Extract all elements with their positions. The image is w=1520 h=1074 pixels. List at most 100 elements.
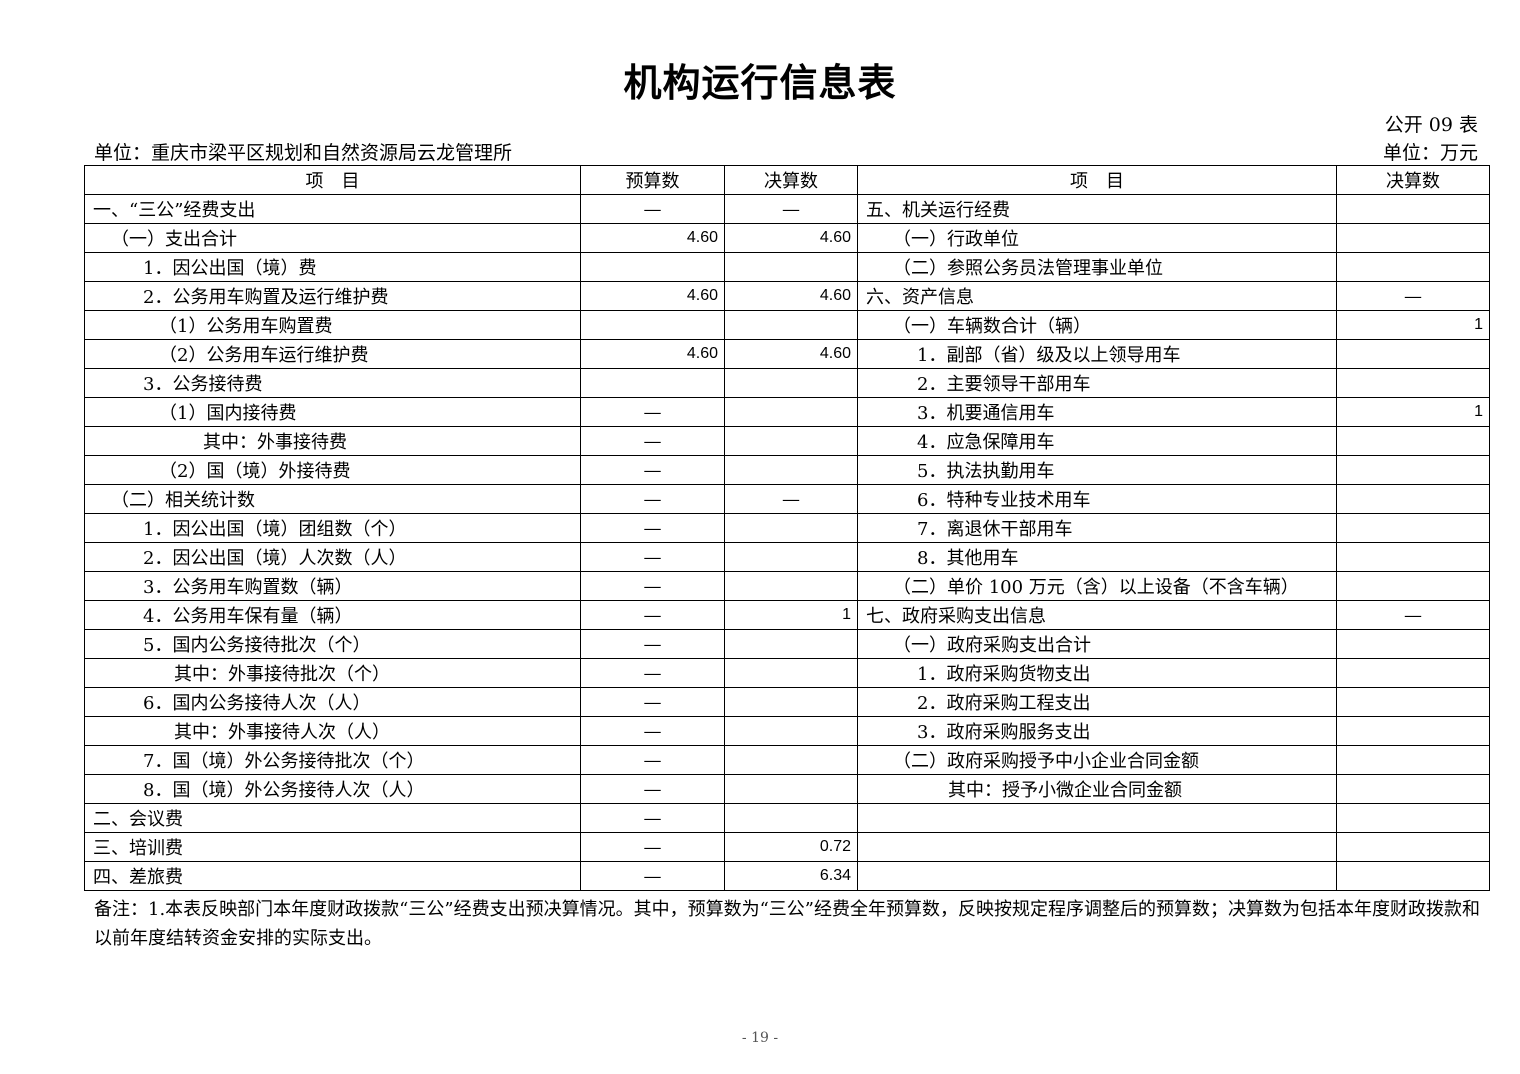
left-item-label: 一、“三公”经费支出 [84, 194, 581, 224]
table-code: 公开 09 表 [1384, 114, 1478, 136]
left-item-label: （2）公务用车运行维护费 [84, 339, 581, 369]
table-row: 1．因公出国（境）团组数（个） — 7．离退休干部用车 [84, 513, 1490, 543]
table-header-row: 项 目 预算数 决算数 项 目 决算数 [84, 165, 1490, 195]
table-row: 2．公务用车购置及运行维护费 4.60 4.60 六、资产信息 — [84, 281, 1490, 311]
table-row: 7．国（境）外公务接待批次（个） — （二）政府采购授予中小企业合同金额 [84, 745, 1490, 775]
left-final-value [724, 658, 858, 688]
left-final-value [724, 716, 858, 746]
left-item-label: 四、差旅费 [84, 861, 581, 891]
right-final-value [1336, 687, 1490, 717]
table-row: 一、“三公”经费支出 — — 五、机关运行经费 [84, 194, 1490, 224]
left-final-value [724, 426, 858, 456]
left-budget-value: — [580, 571, 725, 601]
left-final-value: — [724, 194, 858, 224]
left-final-value [724, 687, 858, 717]
left-budget-value: — [580, 426, 725, 456]
left-budget-value: — [580, 513, 725, 543]
right-item-label: 5．执法执勤用车 [857, 455, 1337, 485]
left-budget-value: — [580, 803, 725, 833]
right-item-label: 五、机关运行经费 [857, 194, 1337, 224]
left-budget-value: — [580, 861, 725, 891]
header-item-left: 项 目 [84, 165, 581, 195]
left-item-label: （2）国（境）外接待费 [84, 455, 581, 485]
right-final-value [1336, 542, 1490, 572]
right-final-value [1336, 571, 1490, 601]
left-budget-value [580, 368, 725, 398]
left-item-label: 2．公务用车购置及运行维护费 [84, 281, 581, 311]
left-final-value: 4.60 [724, 223, 858, 253]
left-budget-value: — [580, 455, 725, 485]
right-final-value: — [1336, 281, 1490, 311]
header-item-right: 项 目 [857, 165, 1337, 195]
right-final-value [1336, 484, 1490, 514]
right-item-label: 七、政府采购支出信息 [857, 600, 1337, 630]
left-item-label: 8．国（境）外公务接待人次（人） [84, 774, 581, 804]
right-item-label: （一）政府采购支出合计 [857, 629, 1337, 659]
right-final-value [1336, 716, 1490, 746]
table-row: （2）国（境）外接待费 — 5．执法执勤用车 [84, 455, 1490, 485]
right-final-value [1336, 832, 1490, 862]
left-item-label: 4．公务用车保有量（辆） [84, 600, 581, 630]
left-item-label: 其中：外事接待批次（个） [84, 658, 581, 688]
right-item-label: 7．离退休干部用车 [857, 513, 1337, 543]
table-row: 1．因公出国（境）费 （二）参照公务员法管理事业单位 [84, 252, 1490, 282]
left-budget-value [580, 252, 725, 282]
left-item-label: 7．国（境）外公务接待批次（个） [84, 745, 581, 775]
left-item-label: 1．因公出国（境）费 [84, 252, 581, 282]
table-row: 8．国（境）外公务接待人次（人） — 其中：授予小微企业合同金额 [84, 774, 1490, 804]
right-final-value [1336, 629, 1490, 659]
left-item-label: （1）公务用车购置费 [84, 310, 581, 340]
left-final-value [724, 745, 858, 775]
table-row: 三、培训费 —0.72 [84, 832, 1490, 862]
left-item-label: （一）支出合计 [84, 223, 581, 253]
table-row: 其中：外事接待费 — 4．应急保障用车 [84, 426, 1490, 456]
left-final-value [724, 803, 858, 833]
table-row: 4．公务用车保有量（辆） —1 七、政府采购支出信息 — [84, 600, 1490, 630]
left-item-label: 3．公务接待费 [84, 368, 581, 398]
right-final-value: 1 [1336, 310, 1490, 340]
right-item-label: （二）单价 100 万元（含）以上设备（不含车辆） [857, 571, 1337, 601]
right-final-value [1336, 745, 1490, 775]
left-budget-value: — [580, 745, 725, 775]
left-item-label: 2．因公出国（境）人次数（人） [84, 542, 581, 572]
left-budget-value: — [580, 774, 725, 804]
left-item-label: 二、会议费 [84, 803, 581, 833]
right-final-value [1336, 455, 1490, 485]
header-budget: 预算数 [580, 165, 725, 195]
left-item-label: 1．因公出国（境）团组数（个） [84, 513, 581, 543]
left-final-value: 6.34 [724, 861, 858, 891]
right-final-value [1336, 223, 1490, 253]
table-row: （一）支出合计 4.60 4.60 （一）行政单位 [84, 223, 1490, 253]
left-budget-value: — [580, 687, 725, 717]
header-final-right: 决算数 [1336, 165, 1490, 195]
left-item-label: 其中：外事接待人次（人） [84, 716, 581, 746]
left-budget-value: 4.60 [580, 339, 725, 369]
left-final-value: 0.72 [724, 832, 858, 862]
table-row: （1）公务用车购置费 （一）车辆数合计（辆） 1 [84, 310, 1490, 340]
right-final-value [1336, 252, 1490, 282]
info-table: 项 目 预算数 决算数 项 目 决算数 一、“三公”经费支出 — — 五、机关运行经费… [84, 165, 1490, 891]
right-final-value: 1 [1336, 397, 1490, 427]
right-item-label: （一）行政单位 [857, 223, 1337, 253]
left-budget-value: 4.60 [580, 281, 725, 311]
table-row: 二、会议费 — [84, 803, 1490, 833]
left-item-label: 5．国内公务接待批次（个） [84, 629, 581, 659]
left-final-value [724, 368, 858, 398]
left-budget-value: — [580, 658, 725, 688]
right-item-label: 2．主要领导干部用车 [857, 368, 1337, 398]
table-row: 2．因公出国（境）人次数（人） — 8．其他用车 [84, 542, 1490, 572]
footnote: 备注：1.本表反映部门本年度财政拨款“三公”经费支出预决算情况。其中，预算数为“… [94, 899, 1480, 949]
right-item-label: 3．机要通信用车 [857, 397, 1337, 427]
right-final-value [1336, 194, 1490, 224]
right-item-label [857, 832, 1337, 862]
left-budget-value: — [580, 484, 725, 514]
right-final-value [1336, 861, 1490, 891]
left-item-label: 三、培训费 [84, 832, 581, 862]
right-final-value [1336, 513, 1490, 543]
left-final-value [724, 397, 858, 427]
left-budget-value [580, 310, 725, 340]
left-budget-value: — [580, 832, 725, 862]
table-row: 四、差旅费 —6.34 [84, 861, 1490, 891]
right-final-value [1336, 368, 1490, 398]
right-final-value: — [1336, 600, 1490, 630]
